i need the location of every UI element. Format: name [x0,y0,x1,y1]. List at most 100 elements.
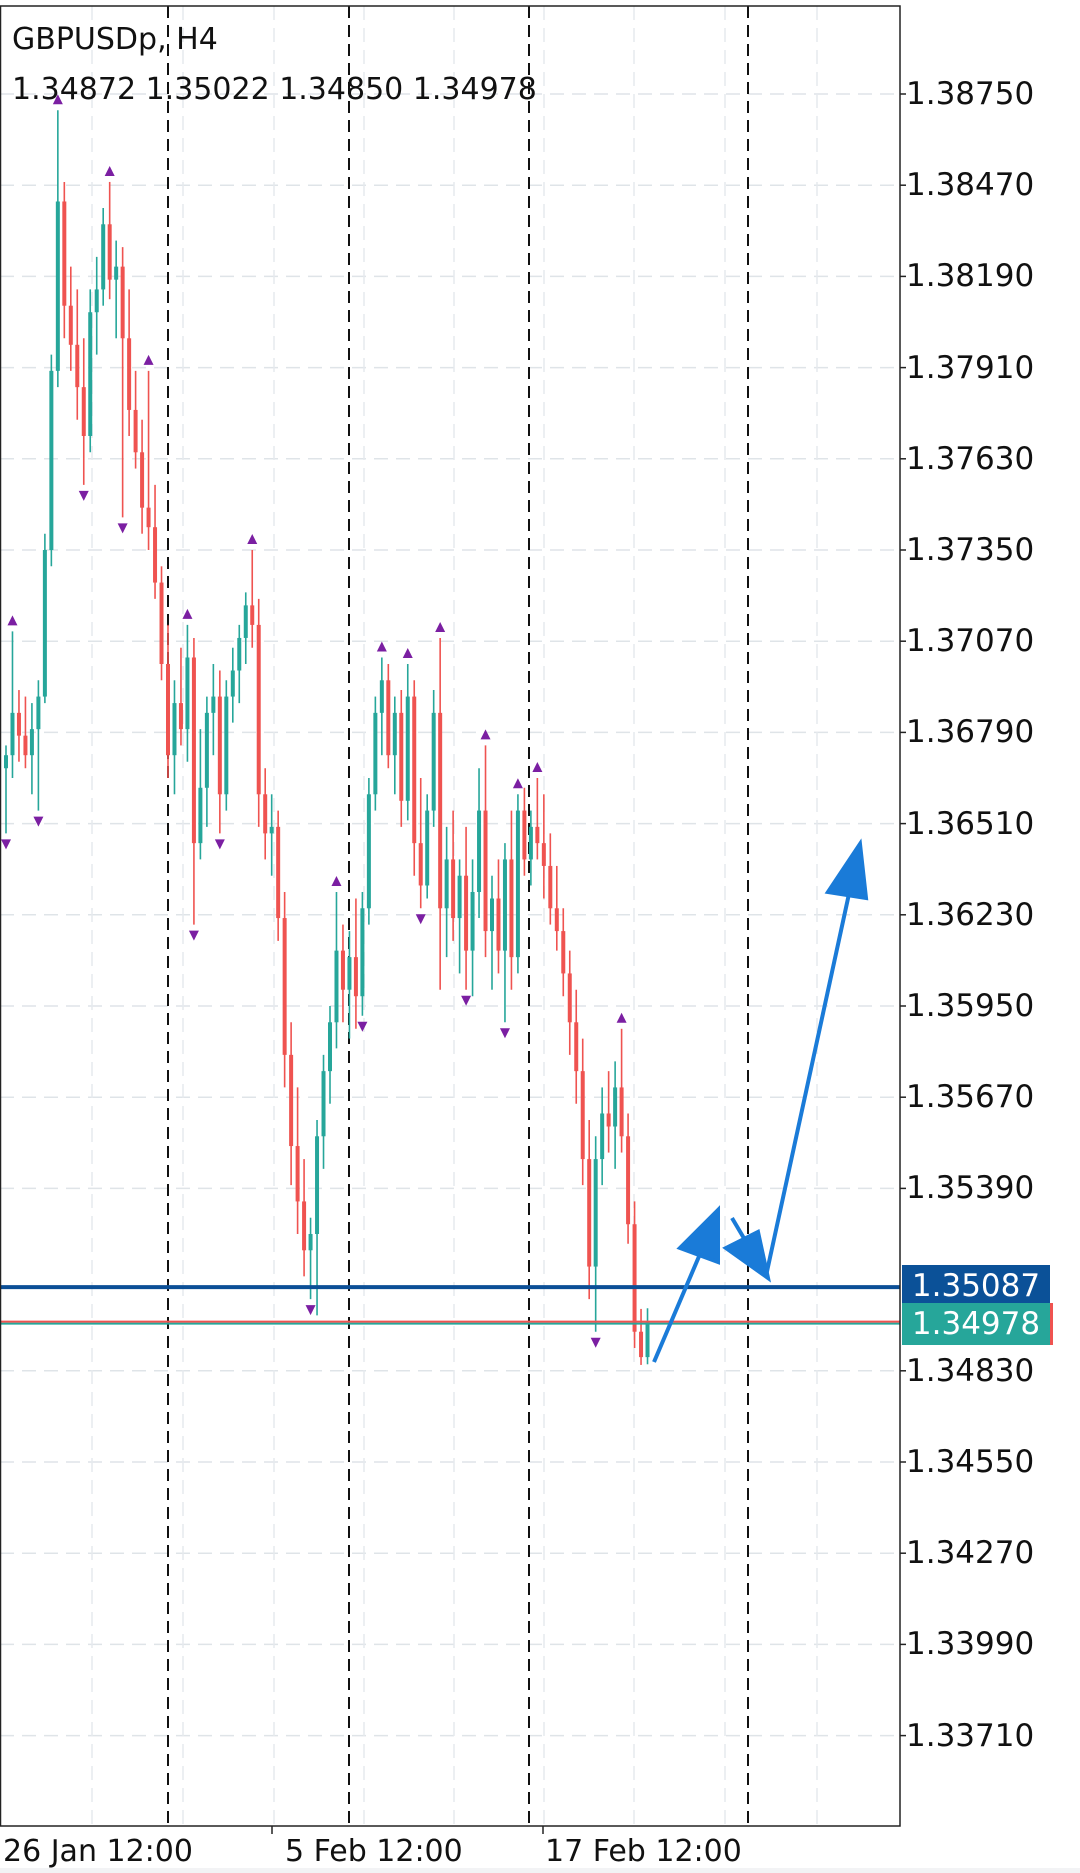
fractal-up-icon [376,641,387,652]
candle-body [425,810,430,886]
candle-body [127,338,132,410]
fractal-up-icon [532,762,543,772]
candle-body [334,950,339,1023]
candle-body [62,201,67,306]
candle-body [29,729,34,756]
drawn-arrows[interactable] [652,838,869,1363]
price-tick-label: 1.37070 [906,623,1035,660]
arrow-head-2 [722,1229,772,1283]
candle-body [10,712,15,756]
fractal-up-icon [7,615,18,626]
candle-body [561,931,566,974]
candle-body [250,605,255,625]
candle-body [114,266,119,280]
candle-body [619,1087,624,1137]
candle-body [353,957,358,997]
candle-body [574,1022,579,1072]
candle-body [360,908,365,997]
fractal-up-icon [616,1012,627,1023]
ohlc-readout: 1.34872 1.35022 1.34850 1.34978 [12,72,537,107]
price-tick-label: 1.33710 [906,1717,1035,1754]
price-tick-label: 1.35670 [906,1079,1035,1116]
candle-body [185,657,190,730]
fractal-up-icon [331,876,342,886]
candle-body [140,452,145,508]
candle-body [554,908,559,932]
price-tick-label: 1.33990 [906,1626,1035,1663]
arrow-line-2[interactable] [730,1216,747,1242]
candle-body [632,1224,637,1332]
candle-body [75,344,80,388]
fractal-down-icon [78,490,89,501]
candle-body [502,859,507,951]
fractal-up-icon [104,165,115,176]
price-tick-label: 1.36510 [906,805,1035,842]
fractal-down-icon [461,995,472,1006]
candle-body [541,843,546,866]
candle-body [107,224,112,280]
candle-body [457,875,462,919]
fractal-up-icon [143,354,154,365]
candle-body [224,696,229,795]
candle-body [496,898,501,951]
candle-body [600,1113,605,1160]
candle-body [379,680,384,713]
candle-body [276,826,281,919]
price-tick-label: 1.38190 [906,258,1035,295]
candle-body [490,898,494,932]
candle-body [68,305,73,345]
candle-body [36,696,41,730]
candle-body [256,624,261,795]
candle-body [386,680,391,756]
candle-body [438,712,443,909]
fractal-up-icon [435,621,446,632]
time-label: 17 Feb 12:00 [545,1834,742,1869]
fractal-up-icon [480,729,491,740]
price-tick-label: 1.38470 [906,167,1035,204]
candle-body [587,1159,592,1267]
fractal-up-icon [52,94,63,105]
candle-body [645,1322,650,1358]
price-tick-label: 1.37350 [906,532,1035,568]
candle-body [515,810,520,958]
candle-body [94,289,99,313]
grid [0,6,906,1826]
candle-body [146,507,151,528]
arrow-line-1[interactable] [652,1239,708,1363]
arrow-line-3[interactable] [764,879,854,1277]
candle-body [328,1022,332,1072]
candle-body [204,712,209,788]
candle-body [16,712,21,736]
fractal-up-icon [182,608,193,619]
arrow-head-1 [676,1205,720,1265]
candle-body [282,918,287,1055]
candle-body [55,201,60,371]
candle-body [269,826,274,834]
price-tick-label: 1.38750 [906,76,1035,112]
fractal-down-icon [499,1028,510,1039]
price-tick-label: 1.34830 [906,1352,1035,1389]
candle-body [237,637,242,671]
bid-price-label: 1.34978 [902,1302,1053,1345]
candle-body [639,1331,644,1358]
candle-body [49,370,54,550]
price-tick-label: 1.36230 [906,896,1035,933]
candle-body [230,670,235,697]
time-label: 26 Jan 12:00 [3,1834,193,1869]
candle-body [405,696,410,801]
candle-body [528,826,533,860]
candle-body [399,712,404,801]
price-tick-label: 1.34550 [906,1444,1035,1480]
candle-body [120,266,125,339]
candle-body [483,810,488,932]
bottom-bar [0,1868,1080,1873]
candle-body [431,712,436,811]
candle-body [613,1087,618,1127]
candle-body [191,657,196,844]
candle-body [392,712,397,756]
fractals [1,94,627,1348]
price-tick-label: 1.37910 [906,349,1035,386]
candle-body [159,582,164,664]
candle-body [23,735,28,756]
